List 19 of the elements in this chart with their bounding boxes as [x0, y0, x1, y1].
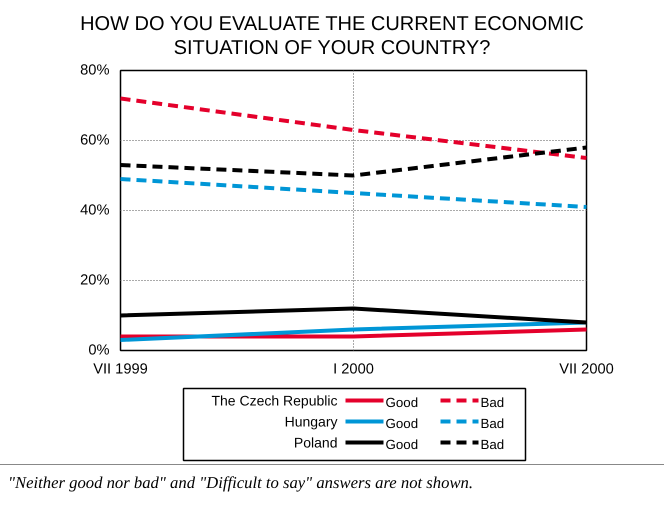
y-tick-label: 40%	[80, 202, 110, 218]
x-tick-label: I 2000	[333, 362, 374, 378]
legend-label: Bad	[480, 395, 504, 410]
chart-title: HOW DO YOU EVALUATE THE CURRENT ECONOMIC SITUATION OF YOUR COUNTRY?	[80, 12, 584, 60]
y-tick-label: 80%	[80, 62, 110, 78]
legend-label: Good	[386, 437, 418, 452]
x-tick-label: VII 2000	[559, 362, 614, 378]
text: Hungary	[284, 414, 338, 430]
x-tick-label: VII 1999	[93, 362, 148, 378]
text: Poland	[294, 434, 338, 450]
y-tick-label: 20%	[80, 272, 110, 288]
text: "Neither good nor bad" and "Difficult to say" answers are not shown.	[8, 472, 474, 494]
legend-label: Good	[386, 416, 418, 431]
legend-label: Bad	[480, 437, 504, 452]
y-tick-label: 60%	[80, 132, 110, 148]
text: The Czech Republic	[211, 392, 338, 408]
legend-label: Bad	[480, 416, 504, 431]
legend-label: Good	[386, 395, 418, 410]
y-tick-label: 0%	[88, 342, 110, 358]
